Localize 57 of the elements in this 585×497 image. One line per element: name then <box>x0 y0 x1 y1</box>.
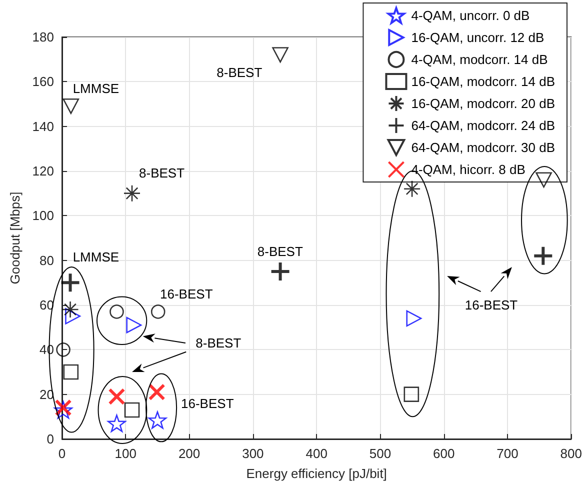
point <box>62 300 79 318</box>
point <box>404 386 420 402</box>
legend-label: 64-QAM, modcorr. 30 dB <box>411 140 555 155</box>
point <box>536 172 552 188</box>
legend-label: 4-QAM, modcorr. 14 dB <box>411 52 548 67</box>
x-tick-label: 700 <box>496 446 518 461</box>
legend-label: 4-QAM, uncorr. 0 dB <box>411 8 530 23</box>
annotation: 8-BEST <box>257 244 303 259</box>
annotation: 16-BEST <box>181 396 234 411</box>
y-tick-label: 120 <box>32 164 54 178</box>
annotation: 16-BEST <box>464 298 518 312</box>
point <box>110 304 124 319</box>
x-tick-label: 400 <box>306 446 328 461</box>
point <box>148 411 167 429</box>
point <box>272 47 288 63</box>
y-tick-label: 140 <box>32 118 54 134</box>
point <box>270 261 291 282</box>
point <box>148 384 166 401</box>
y-tick-label: 160 <box>32 74 54 90</box>
point <box>62 98 80 114</box>
point <box>108 388 126 406</box>
annotation: 8-BEST <box>139 166 185 181</box>
point <box>124 402 140 418</box>
legend-label: 4-QAM, hicorr. 8 dB <box>411 162 526 177</box>
point <box>403 180 421 198</box>
legend-label: 16-QAM, modcorr. 20 dB <box>411 96 555 111</box>
point <box>123 184 141 202</box>
x-axis-title: Energy efficiency [pJ/bit] <box>246 466 387 481</box>
y-axis-title: Goodput [Mbps] <box>7 192 22 284</box>
x-tick-label: 500 <box>369 446 392 461</box>
legend-label: 16-QAM, uncorr. 12 dB <box>411 30 544 45</box>
y-tick-label: 0 <box>46 432 54 446</box>
x-tick-label: 0 <box>58 446 66 461</box>
x-tick-label: 800 <box>560 446 582 461</box>
annotation: 8-BEST <box>216 65 262 80</box>
legend-label: 16-QAM, modcorr. 14 dB <box>411 74 555 89</box>
point <box>65 308 81 324</box>
annotation: LMMSE <box>72 249 120 264</box>
x-tick-label: 600 <box>433 446 455 461</box>
annotation: LMMSE <box>72 80 120 96</box>
y-tick-label: 180 <box>32 30 54 44</box>
point <box>60 272 81 294</box>
x-tick-label: 100 <box>114 446 136 461</box>
point <box>63 364 79 380</box>
point <box>150 304 166 319</box>
x-tick-label: 300 <box>242 446 264 461</box>
point <box>126 316 142 334</box>
point <box>406 310 422 327</box>
x-tick-label: 200 <box>178 446 200 461</box>
y-tick-label: 100 <box>32 208 54 224</box>
point <box>532 245 554 266</box>
point <box>56 342 70 357</box>
point <box>108 414 126 432</box>
legend-label: 64-QAM, modcorr. 24 dB <box>411 118 555 133</box>
annotation: 8-BEST <box>196 335 242 350</box>
y-tick-label: 80 <box>40 252 54 268</box>
annotation: 16-BEST <box>160 286 213 302</box>
